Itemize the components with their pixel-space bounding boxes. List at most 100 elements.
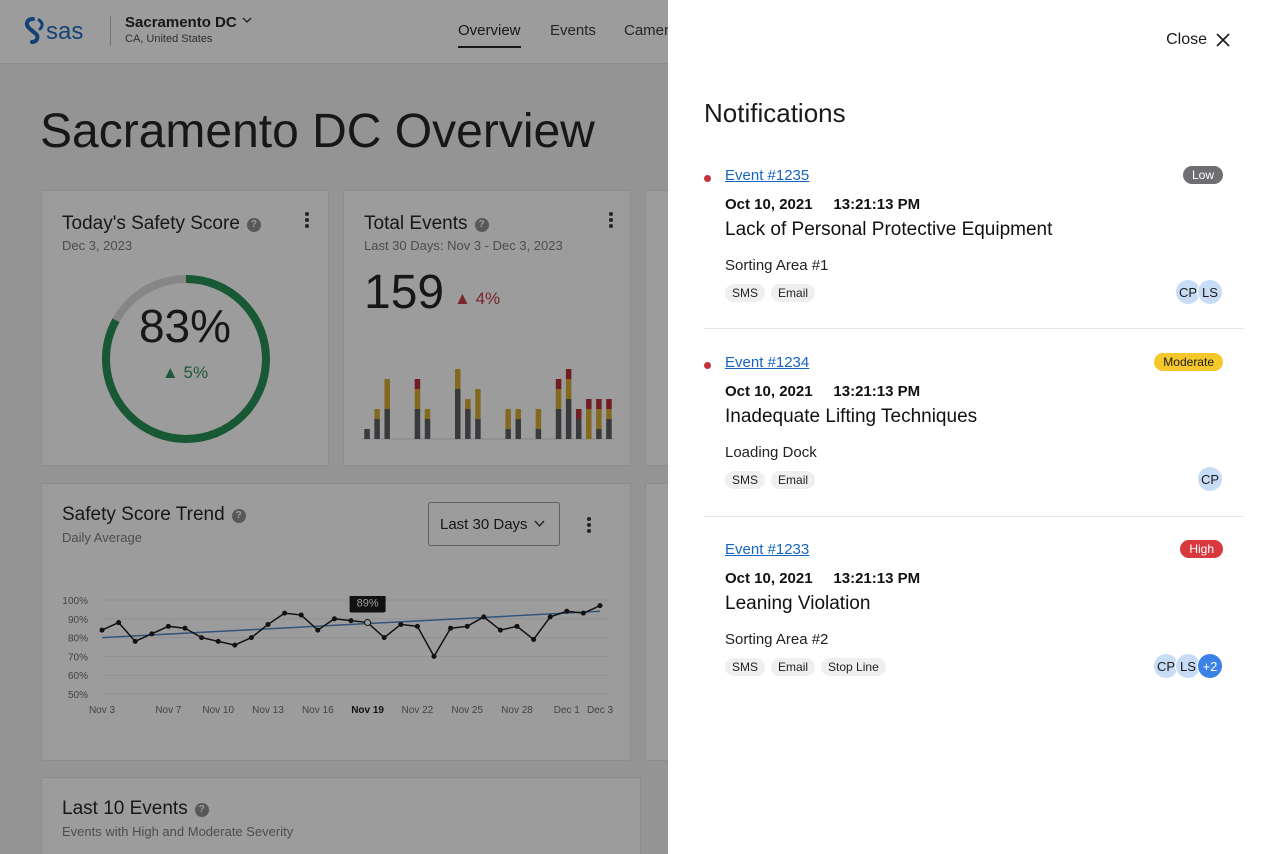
help-icon[interactable]: ?: [474, 218, 489, 232]
bar-segment: [374, 419, 380, 439]
data-point[interactable]: [497, 627, 503, 633]
avatar[interactable]: CP: [1175, 279, 1201, 305]
modal-overlay[interactable]: [0, 0, 668, 854]
bar-segment: [555, 379, 562, 389]
total-events-card: Total Events? Last 30 Days: Nov 3 - Dec …: [343, 190, 631, 466]
help-icon[interactable]: ?: [194, 803, 209, 817]
notification-item: Event #1235 Low Oct 10, 2021 13:21:13 PM…: [704, 166, 1244, 329]
page-title: Sacramento DC Overview: [40, 105, 595, 158]
bar-segment: [465, 409, 471, 439]
safety-trend-card: Safety Score Trend? Daily Average Last 3…: [41, 483, 631, 761]
help-icon[interactable]: ?: [246, 218, 261, 232]
more-options-icon[interactable]: [304, 211, 310, 229]
bar-segment: [596, 399, 602, 409]
channel-chip: SMS: [725, 471, 766, 489]
bar-segment: [465, 399, 471, 409]
event-title: Lack of Personal Protective Equipment: [725, 219, 1053, 240]
close-button[interactable]: Close: [1166, 31, 1230, 49]
more-options-icon[interactable]: [608, 211, 614, 229]
tab-cameras[interactable]: Camer: [624, 22, 670, 39]
data-point[interactable]: [315, 627, 321, 633]
range-select[interactable]: Last 30 Days: [428, 502, 560, 546]
data-point[interactable]: [149, 631, 155, 637]
avatar[interactable]: LS: [1197, 279, 1223, 305]
bar-segment: [575, 409, 582, 419]
events-bar-chart: [362, 369, 614, 440]
avatar[interactable]: CP: [1153, 653, 1179, 679]
close-icon: [1216, 33, 1230, 47]
tab-overview[interactable]: Overview: [458, 22, 521, 48]
score-ring: [102, 275, 270, 443]
data-point[interactable]: [348, 618, 354, 624]
data-point[interactable]: [580, 610, 586, 616]
y-tick-label: 80%: [68, 634, 88, 645]
data-point[interactable]: [331, 616, 337, 622]
channel-chip: SMS: [725, 658, 766, 676]
tooltip-label: 89%: [357, 598, 379, 610]
data-point[interactable]: [514, 623, 520, 629]
data-point[interactable]: [282, 610, 288, 616]
site-name[interactable]: Sacramento DC: [125, 14, 237, 31]
bar-segment: [606, 419, 612, 439]
data-point[interactable]: [116, 620, 122, 626]
score-value: 83%: [138, 300, 232, 352]
card-date: Dec 3, 2023: [62, 238, 133, 253]
event-area: Sorting Area #1: [725, 257, 829, 274]
bar-segment: [555, 389, 562, 409]
bar-segment: [565, 399, 572, 439]
data-point[interactable]: [381, 635, 387, 641]
site-location: CA, United States: [125, 33, 213, 45]
event-link[interactable]: Event #1234: [725, 354, 810, 371]
channel-chip: Email: [771, 658, 816, 676]
data-point[interactable]: [199, 635, 205, 641]
data-point[interactable]: [298, 612, 304, 618]
channel-chip: SMS: [725, 284, 766, 302]
data-point[interactable]: [165, 623, 171, 629]
bar-segment: [606, 409, 612, 419]
chevron-down-icon[interactable]: [241, 14, 253, 26]
bar-segment: [515, 409, 521, 419]
avatar[interactable]: CP: [1197, 466, 1223, 492]
data-point[interactable]: [464, 623, 470, 629]
card-title: Last 10 Events: [62, 798, 188, 819]
avatar-overflow[interactable]: +2: [1197, 653, 1223, 679]
data-point[interactable]: [99, 627, 105, 633]
event-link[interactable]: Event #1233: [725, 541, 810, 558]
data-point[interactable]: [547, 614, 553, 620]
data-point[interactable]: [132, 638, 138, 644]
data-point[interactable]: [265, 621, 271, 627]
card-subtitle: Events with High and Moderate Severity: [62, 824, 294, 839]
channel-chips: SMS Email Stop Line: [725, 658, 886, 676]
channel-chip: Email: [771, 471, 816, 489]
bar-segment: [606, 399, 612, 409]
data-point[interactable]: [232, 642, 238, 648]
card-title: Today's Safety Score: [62, 213, 240, 234]
bar-segment: [455, 389, 461, 439]
event-area: Loading Dock: [725, 444, 817, 461]
bar-segment: [596, 409, 602, 429]
data-point[interactable]: [431, 653, 437, 659]
data-point[interactable]: [215, 638, 221, 644]
data-point[interactable]: [364, 619, 372, 627]
event-area: Sorting Area #2: [725, 631, 829, 648]
notifications-panel: Close Notifications Event #1235 Low Oct …: [668, 0, 1280, 854]
data-point[interactable]: [448, 625, 454, 631]
tab-events[interactable]: Events: [550, 22, 596, 39]
data-point[interactable]: [398, 621, 404, 627]
trend-line: [101, 610, 601, 639]
data-point[interactable]: [564, 608, 570, 614]
data-point[interactable]: [481, 614, 487, 620]
trend-line-chart: 50% 60% 70% 80% 90% 100% Nov 3 Nov 7 Nov 10 Nov 1…: [62, 596, 613, 716]
more-options-icon[interactable]: [586, 516, 592, 534]
bar-segment: [565, 369, 572, 379]
events-value: 159: [364, 266, 445, 319]
bar-segment: [424, 419, 431, 439]
data-point[interactable]: [597, 603, 603, 609]
data-point[interactable]: [414, 623, 420, 629]
help-icon[interactable]: ?: [231, 509, 246, 523]
data-point[interactable]: [182, 625, 188, 631]
data-point[interactable]: [248, 635, 254, 641]
bar-segment: [586, 399, 592, 409]
data-point[interactable]: [531, 636, 537, 642]
event-link[interactable]: Event #1235: [725, 167, 810, 184]
